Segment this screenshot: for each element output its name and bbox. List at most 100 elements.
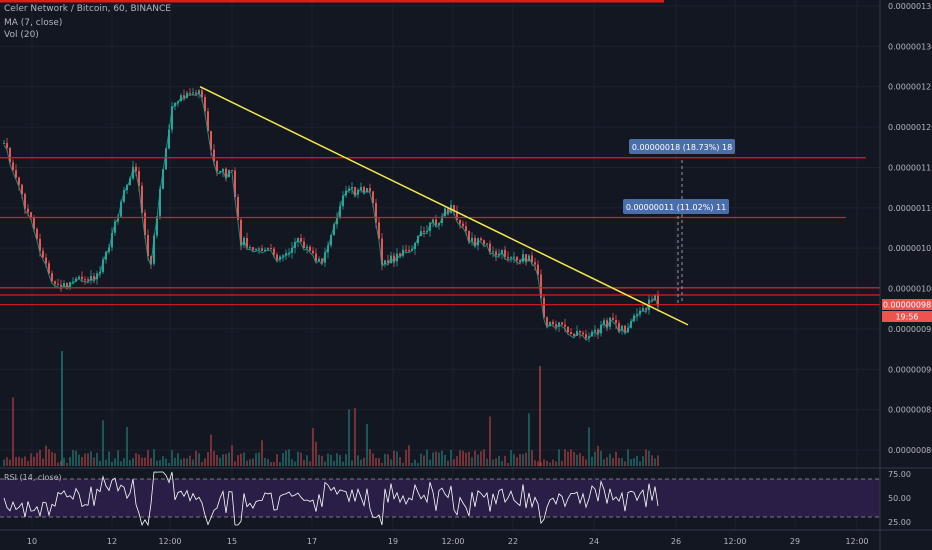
price-tick-label: 0.00000130 [888,42,932,51]
candle [642,308,644,311]
candle [168,129,170,149]
volume-bar [54,453,56,466]
candle [525,254,527,261]
volume-bar [477,454,479,466]
volume-bar [564,449,566,466]
time-tick-label: 15 [227,537,237,546]
price-tick-label: 0.00000135 [888,2,932,11]
price-tick-label: 0.00000115 [888,163,932,172]
volume-bar [420,453,422,466]
candle [93,276,95,280]
price-tick-label: 0.00000085 [888,406,932,415]
volume-bar [72,449,74,466]
volume-bar [615,451,617,466]
chart-title: Celer Network / Bitcoin, 60, BINANCE [4,4,171,14]
volume-bar [567,451,569,466]
volume-bar [570,449,572,466]
candle [195,92,197,94]
candle [177,101,179,103]
volume-bar [249,459,251,466]
volume-bar [345,454,347,466]
volume-bar [258,452,260,466]
volume-bar [474,450,476,466]
volume-bar [57,462,59,466]
candle [351,187,353,189]
volume-bar [432,452,434,466]
candle [456,211,458,220]
volume-bar [330,454,332,466]
volume-bar [597,445,599,466]
volume-bar [372,453,374,466]
volume-bar [636,455,638,466]
candle [45,257,47,264]
candle [630,321,632,328]
candle [354,187,356,195]
volume-bar [489,416,491,466]
candle [411,248,413,251]
rsi-legend: RSI (14, close) [4,473,62,482]
volume-bar [339,455,341,466]
volume-bar [285,450,287,466]
volume-bar [333,461,335,466]
volume-bar [483,449,485,466]
volume-bar [522,454,524,466]
candle [21,184,23,195]
volume-bar [51,451,53,466]
candle [204,97,206,112]
volume-bar [513,454,515,466]
candle [111,232,113,248]
candle [309,246,311,251]
volume-bar [228,452,230,466]
candle [588,336,590,339]
volume-bar [534,460,536,466]
candle [159,189,161,217]
candle [72,281,74,283]
volume-bar [342,461,344,466]
volume-bar [174,457,176,466]
ma-legend: MA (7, close) [4,18,63,28]
candle [339,206,341,218]
volume-bar [126,426,128,466]
candle [336,217,338,225]
volume-bar [396,451,398,466]
volume-bar [291,459,293,466]
volume-bar [579,453,581,466]
volume-bar [648,450,650,466]
candle [114,221,116,233]
candle [594,329,596,332]
volume-bar [555,461,557,466]
volume-bar [42,458,44,466]
volume-bar [594,451,596,466]
volume-bar [633,458,635,466]
volume-bar [324,461,326,466]
candle [453,205,455,212]
candle [363,187,365,193]
candle [408,250,410,252]
candle [228,170,230,178]
time-tick-label: 19 [388,537,398,546]
volume-bar [539,366,541,466]
time-tick-label: 12:00 [158,537,181,546]
volume-bar [624,461,626,466]
volume-bar [111,461,113,466]
volume-bar [309,461,311,466]
candle [519,260,521,262]
candle [183,95,185,98]
volume-bar [441,450,443,466]
volume-bar [399,457,401,466]
volume-bar [144,457,146,466]
candle [534,262,536,265]
volume-bar [216,454,218,466]
price-tick-label: 0.00000105 [888,244,932,253]
volume-bar [198,453,200,466]
candle [381,238,383,265]
volume-bar [375,458,377,466]
volume-bar [510,450,512,466]
volume-bar [204,458,206,466]
volume-bar [261,440,263,466]
volume-bar [537,461,539,466]
upper-label: 0.00000018 (18.73%) 18 [632,143,732,152]
volume-bar [180,459,182,466]
volume-bar [546,460,548,466]
candle [312,250,314,254]
